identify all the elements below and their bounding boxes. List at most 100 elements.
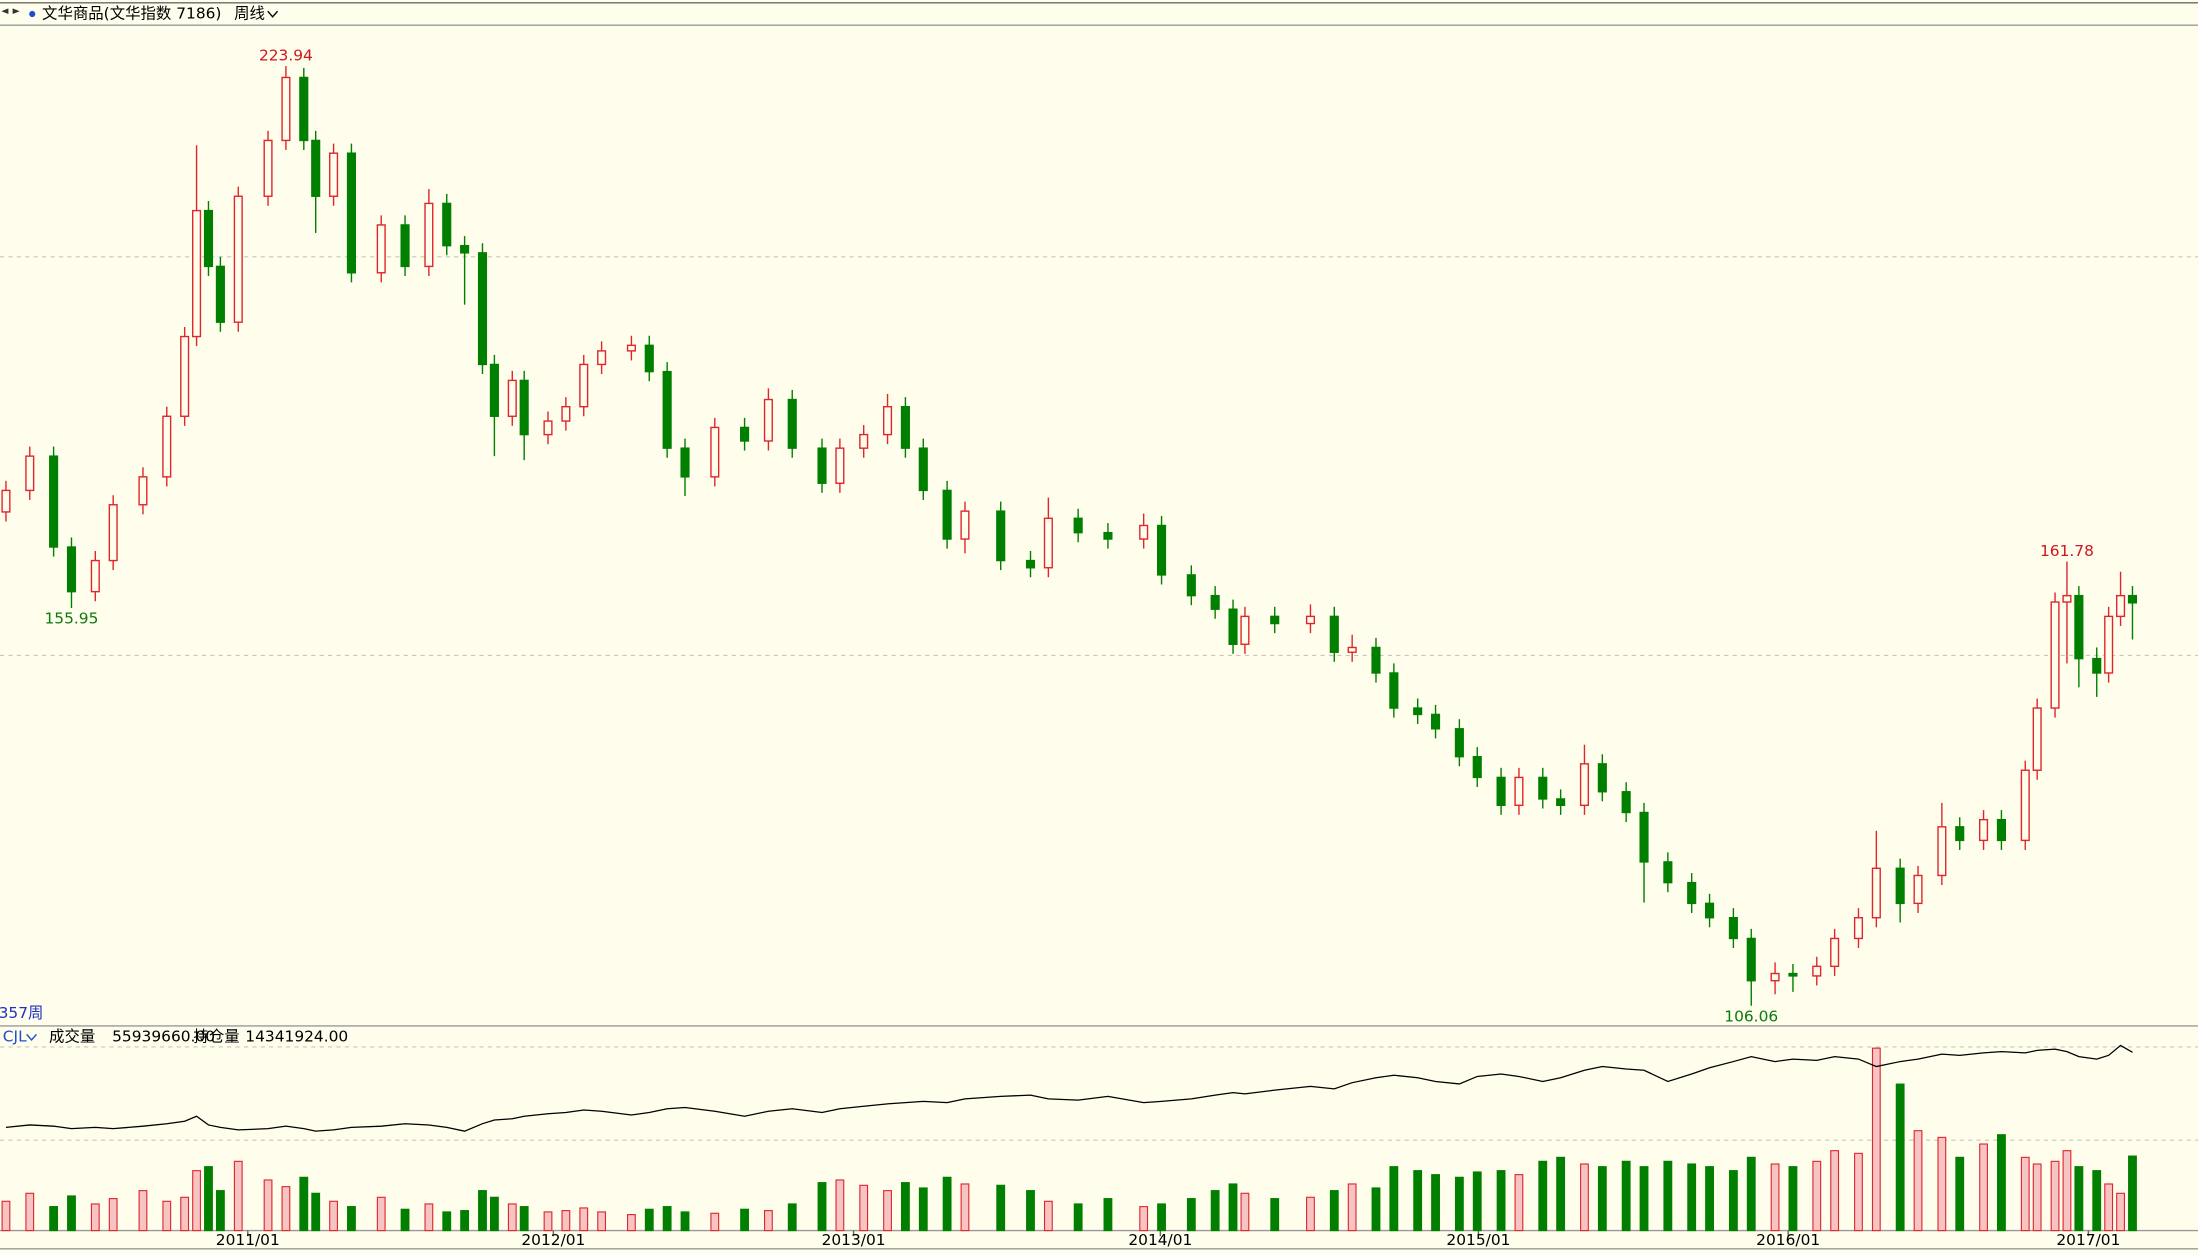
candle-body	[882, 406, 893, 436]
volume-bar	[1228, 1183, 1238, 1232]
volume-bar	[2104, 1183, 2114, 1232]
volume-bar	[1210, 1190, 1220, 1232]
volume-bar	[2092, 1170, 2102, 1232]
volume-bar	[960, 1183, 970, 1232]
volume-bar	[626, 1214, 636, 1232]
volume-bar	[1270, 1198, 1280, 1232]
volume-bar	[329, 1200, 338, 1232]
x-tick-label: 2016/01	[1756, 1231, 1820, 1249]
candle-body	[626, 344, 636, 352]
volume-bar	[543, 1211, 553, 1232]
candle-body	[1579, 763, 1590, 807]
volume-bar	[1240, 1192, 1250, 1232]
volume-bar	[1979, 1143, 1988, 1232]
candle-body	[2092, 657, 2102, 674]
candle-body	[1996, 818, 2006, 842]
candle-body	[900, 406, 910, 449]
candle-body	[1103, 531, 1113, 540]
candle-body	[996, 510, 1006, 562]
candle-body	[817, 447, 827, 484]
volume-bar	[597, 1211, 607, 1232]
volume-readout: 55939660.00	[112, 1028, 215, 1046]
extreme-label: 161.78	[2040, 542, 2094, 560]
candle-body	[960, 510, 970, 540]
candle-body	[1871, 867, 1881, 919]
volume-bar	[883, 1190, 892, 1232]
candle-body	[1853, 917, 1864, 940]
volume-bar	[1663, 1160, 1673, 1232]
candle-body	[2032, 707, 2042, 771]
volume-bar	[763, 1210, 773, 1232]
candle-body	[1347, 646, 1357, 653]
volume-bar	[1770, 1163, 1780, 1232]
candle-body	[1556, 798, 1566, 807]
volume-bar	[900, 1182, 910, 1232]
candle-body	[710, 426, 720, 478]
toggle-icon[interactable]	[1, 8, 20, 15]
candle-body	[281, 76, 291, 142]
candle-body	[2116, 594, 2126, 618]
volume-bar	[2062, 1150, 2072, 1232]
period-chevron[interactable]	[267, 10, 279, 18]
volume-bar	[263, 1179, 273, 1232]
x-tick-label: 2017/01	[2056, 1231, 2120, 1249]
volume-bar	[1371, 1187, 1381, 1232]
candle-body	[90, 559, 100, 593]
volume-bar	[996, 1184, 1006, 1232]
volume-bar	[347, 1206, 356, 1232]
volume-bar	[1854, 1152, 1863, 1232]
candle-body	[233, 195, 243, 323]
candle-body	[1895, 867, 1905, 905]
candle-body	[1830, 937, 1840, 968]
volume-bar	[442, 1211, 452, 1232]
volume-bar	[281, 1186, 291, 1232]
extreme-label: 106.06	[1724, 1007, 1778, 1025]
volume-bar	[579, 1207, 589, 1232]
volume-bar	[1, 1200, 11, 1232]
volume-bar	[180, 1196, 190, 1232]
candle-body	[787, 398, 797, 449]
volume-bar	[25, 1192, 35, 1232]
volume-bar	[1728, 1170, 1738, 1232]
volume-bar	[1454, 1176, 1464, 1232]
volume-bar	[680, 1211, 690, 1232]
candle-body	[859, 433, 869, 449]
volume-bar	[478, 1190, 487, 1232]
volume-bar	[835, 1179, 845, 1232]
volume-bar	[1103, 1198, 1113, 1232]
volume-bar	[942, 1176, 952, 1232]
open-interest-line	[5, 1044, 2133, 1132]
volume-bar	[817, 1182, 827, 1232]
x-tick-label: 2013/01	[822, 1231, 886, 1249]
extreme-label: 223.94	[259, 47, 313, 65]
volume-bar	[1496, 1170, 1506, 1232]
x-tick-label: 2015/01	[1446, 1231, 1510, 1249]
candle-body	[1639, 811, 1649, 863]
volume-bar	[299, 1176, 309, 1232]
indicator-selector[interactable]: CJL	[3, 1028, 27, 1046]
period-selector[interactable]: 周线	[234, 5, 265, 23]
symbol-title: 文华商品(文华指数 7186)	[42, 5, 221, 23]
candle-body	[519, 379, 529, 436]
candle-body	[215, 265, 225, 323]
volume-bar	[49, 1206, 59, 1232]
candle-body	[108, 504, 118, 562]
candle-body	[644, 344, 654, 373]
indicator-chevron[interactable]	[26, 1033, 37, 1042]
candle-body	[1704, 902, 1715, 919]
volume-bar	[1306, 1196, 1315, 1232]
volume-bar	[1639, 1166, 1649, 1232]
volume-bar	[2116, 1192, 2125, 1232]
volume-bar	[311, 1192, 321, 1232]
volume-bar	[1895, 1083, 1905, 1232]
volume-bar	[233, 1160, 243, 1232]
volume-bar	[1043, 1200, 1053, 1232]
candle-body	[1413, 707, 1423, 716]
candle-body	[1025, 559, 1036, 569]
volume-bar	[1556, 1156, 1566, 1232]
x-tick-label: 2014/01	[1128, 1231, 1192, 1249]
volume-bar	[1389, 1166, 1399, 1232]
volume-bar	[787, 1203, 797, 1232]
volume-bar	[918, 1187, 928, 1232]
